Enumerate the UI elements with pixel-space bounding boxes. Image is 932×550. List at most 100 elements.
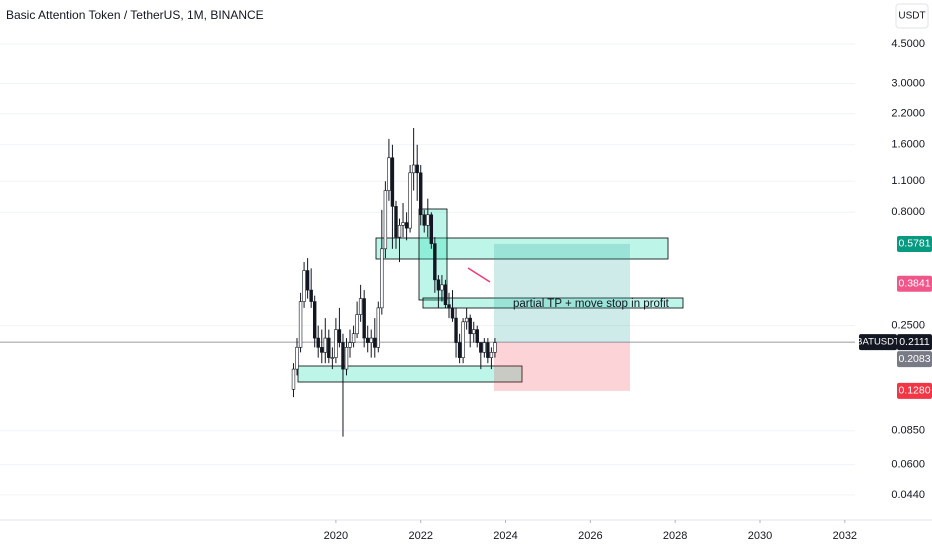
candle-body	[362, 298, 366, 339]
candle-body	[450, 307, 455, 319]
x-tick-label: 2032	[833, 530, 857, 542]
candle-body	[323, 337, 327, 353]
candle-body	[351, 333, 356, 343]
candle-body	[309, 289, 313, 302]
zone	[375, 237, 669, 260]
candle-body	[305, 270, 310, 291]
y-tick-label: 3.0000	[891, 77, 925, 89]
x-tick-label: 2022	[408, 530, 432, 542]
zone	[422, 297, 684, 309]
candle-body	[440, 284, 444, 291]
target-area	[494, 243, 630, 343]
symbol-label: BATUSDT	[856, 337, 900, 348]
candle-body	[330, 357, 335, 359]
x-tick-label: 2020	[324, 530, 348, 542]
arrow	[467, 267, 491, 283]
y-tick-label: 0.2500	[891, 320, 925, 332]
candle-body	[387, 157, 391, 191]
price-axis: 4.5000 3.0000 2.2000 1.6000 1.1000 0.8000 0.25…	[324, 38, 932, 542]
price-badge-label: 0.5781	[898, 238, 930, 250]
candle-body	[468, 317, 472, 335]
candle-body	[436, 279, 441, 291]
currency-button[interactable]	[895, 3, 929, 29]
y-tick-label: 1.6000	[891, 139, 925, 151]
y-tick-label: 0.0600	[891, 459, 925, 471]
y-tick-label: 4.5000	[891, 38, 925, 50]
candle-body	[312, 301, 317, 339]
candle-body	[426, 214, 430, 226]
price-badge	[897, 334, 932, 351]
candle-body	[493, 342, 497, 353]
candle-body	[302, 270, 306, 302]
candle-body	[394, 206, 398, 238]
candle-body	[327, 337, 331, 358]
candle-body	[334, 329, 338, 358]
x-tick-label: 2024	[493, 530, 517, 542]
candle-body	[433, 243, 437, 281]
candle-body	[397, 225, 402, 238]
candle-body	[415, 164, 419, 174]
candle-body	[489, 352, 494, 358]
candle-body	[291, 368, 296, 390]
annotation: partial TP + move stop in profit	[513, 298, 670, 310]
y-tick-label: 2.2000	[891, 108, 925, 120]
candle-body	[429, 214, 434, 244]
candle-body	[373, 337, 377, 348]
candle-body	[447, 304, 451, 309]
chart-title: Basic Attention Token / TetherUS, 1M, BI…	[6, 8, 264, 22]
position-tool	[0, 243, 855, 391]
x-tick-label: 2030	[748, 530, 772, 542]
candle-body	[337, 329, 342, 343]
candle-body	[404, 222, 409, 229]
candle-body	[472, 329, 476, 335]
y-tick-label: 0.8000	[891, 206, 925, 218]
zone	[297, 365, 523, 383]
y-tick-label: 0.0850	[891, 425, 925, 437]
symbol-badge	[859, 334, 897, 351]
candle-body	[376, 307, 381, 348]
candle-body	[358, 298, 363, 315]
price-badge	[897, 275, 932, 292]
candle-body	[320, 347, 324, 353]
price-badge-label: 0.2111	[899, 336, 930, 348]
y-tick-label: 1.1000	[891, 175, 925, 187]
candle-body	[457, 342, 462, 358]
candle-body	[383, 190, 388, 250]
candle-body	[422, 214, 426, 226]
candle-body	[443, 284, 448, 305]
candle-body	[298, 301, 303, 348]
candle-body	[380, 248, 384, 309]
price-badge	[897, 351, 932, 368]
candle-body	[369, 337, 373, 343]
price-badge-label: 0.2083	[898, 353, 930, 365]
candle-body	[401, 222, 405, 226]
candle-body	[464, 317, 469, 323]
candle-body	[344, 347, 349, 370]
candle-body	[486, 342, 490, 358]
candle-body	[411, 164, 416, 174]
candles	[291, 128, 497, 437]
candle-body	[408, 172, 412, 229]
candle-body	[355, 314, 359, 335]
candle-body	[341, 342, 345, 370]
stop-area	[494, 342, 630, 391]
price-badge	[897, 235, 932, 252]
y-tick-label: 0.0440	[891, 489, 925, 501]
price-badge	[897, 382, 932, 399]
candle-body	[461, 321, 465, 358]
candle-body	[295, 347, 299, 370]
currency[interactable]: USDT	[898, 11, 925, 22]
x-tick-label: 2028	[663, 530, 687, 542]
candle-body	[390, 157, 395, 207]
candle-body	[348, 342, 352, 348]
price-badge-label: 0.3841	[898, 278, 930, 290]
candle-body	[419, 172, 423, 216]
x-tick-label: 2026	[578, 530, 602, 542]
candle-body	[482, 342, 487, 353]
candle-body	[475, 329, 479, 343]
candle-body	[316, 337, 320, 348]
price-badge-label: 0.1280	[898, 385, 930, 397]
candle-body	[366, 337, 370, 343]
